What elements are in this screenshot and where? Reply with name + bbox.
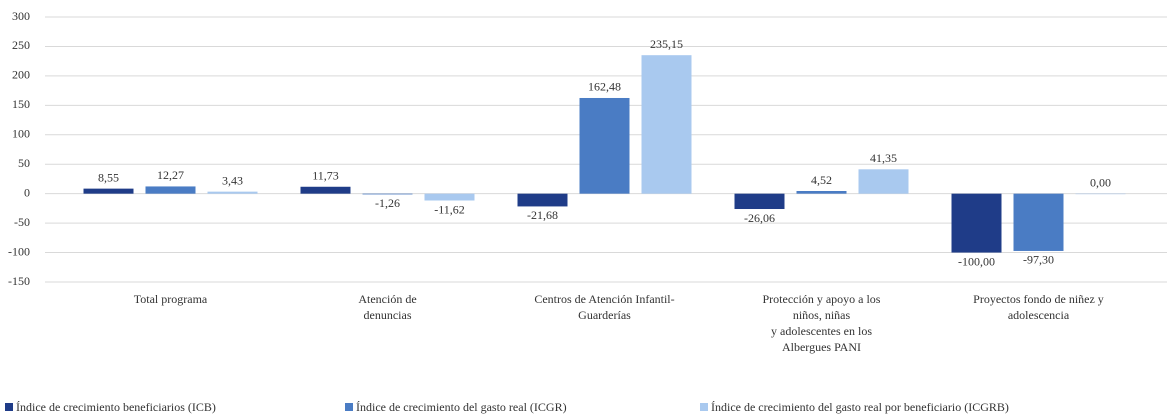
- value-label: 41,35: [870, 151, 897, 165]
- legend-swatch: [345, 403, 353, 411]
- value-label: 8,55: [98, 170, 119, 184]
- y-tick-label: -150: [8, 274, 30, 288]
- y-tick-label: 50: [18, 156, 30, 170]
- value-label: -97,30: [1023, 253, 1054, 267]
- bar: [641, 55, 692, 194]
- x-tick-label: Proyectos fondo de niñez y adolescencia: [973, 292, 1104, 322]
- y-tick-label: -50: [14, 215, 30, 229]
- value-label: -1,26: [375, 196, 400, 210]
- x-tick-label: Atención de denuncias: [358, 292, 416, 322]
- legend-swatch: [5, 403, 13, 411]
- value-label: 11,73: [312, 169, 339, 183]
- bar: [1013, 193, 1064, 251]
- legend-label: Índice de crecimiento del gasto real (IC…: [356, 400, 567, 414]
- y-tick-label: 200: [12, 68, 30, 82]
- value-label: 235,15: [650, 37, 683, 51]
- bar: [796, 191, 847, 194]
- bar: [951, 193, 1002, 253]
- value-label: 4,52: [811, 173, 832, 187]
- y-tick-label: 300: [12, 9, 30, 23]
- bar: [734, 193, 785, 210]
- value-label: 162,48: [588, 80, 621, 94]
- y-tick-label: 150: [12, 97, 30, 111]
- bar: [424, 193, 475, 201]
- bar: [207, 191, 258, 194]
- legend-label: Índice de crecimiento beneficiarios (ICB…: [16, 400, 216, 414]
- x-tick-label: Total programa: [134, 292, 208, 306]
- bar: [517, 193, 568, 207]
- y-tick-label: 100: [12, 127, 30, 141]
- x-tick-label: Protección y apoyo a los niños, niñas y ad…: [763, 292, 881, 354]
- value-label: -26,06: [744, 211, 775, 225]
- bar: [858, 169, 909, 194]
- bar: [83, 188, 134, 194]
- x-tick-label: Centros de Atención Infantil-Guarderías: [534, 292, 674, 322]
- value-label: 12,27: [157, 168, 184, 182]
- value-label: -21,68: [527, 208, 558, 222]
- y-tick-label: -100: [8, 244, 30, 258]
- value-label: 3,43: [222, 173, 243, 187]
- legend-swatch: [700, 403, 708, 411]
- value-label: 0,00: [1090, 175, 1111, 189]
- bar: [145, 186, 196, 194]
- bar: [579, 97, 630, 194]
- bar: [300, 186, 351, 194]
- bar: [1075, 193, 1126, 195]
- legend-label: Índice de crecimiento del gasto real por…: [711, 400, 1009, 414]
- value-label: -11,62: [434, 202, 465, 216]
- y-tick-label: 0: [24, 185, 30, 199]
- value-label: -100,00: [958, 254, 995, 268]
- bar: [362, 193, 413, 195]
- y-tick-label: 250: [12, 38, 30, 52]
